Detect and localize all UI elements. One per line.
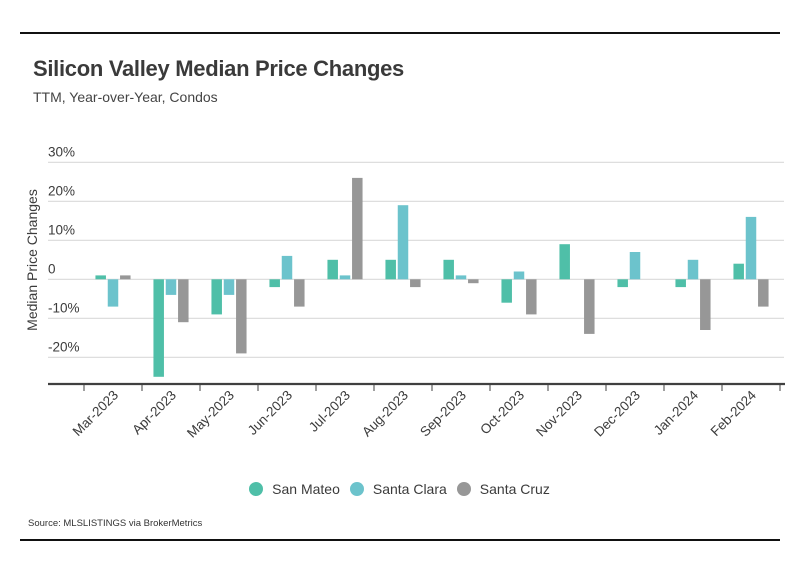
chart-title: Silicon Valley Median Price Changes [33, 56, 404, 81]
y-tick-label: 30% [48, 144, 75, 159]
legend-dot-icon [456, 482, 471, 496]
x-tick-label: May-2023 [184, 388, 237, 441]
legend-item-santa-cruz[interactable]: Santa Cruz [456, 481, 550, 497]
bar-san-mateo-dec-2023 [617, 279, 628, 288]
bar-san-mateo-jan-2024 [675, 279, 686, 288]
x-tick-label: Jul-2023 [306, 388, 353, 435]
bar-santa-clara-oct-2023 [513, 271, 525, 280]
bar-santa-cruz-jul-2023 [352, 177, 363, 280]
bar-santa-cruz-apr-2023 [178, 279, 189, 323]
legend: San Mateo Santa Clara Santa Cruz [0, 481, 799, 497]
bottom-rule [20, 539, 780, 541]
bar-santa-clara-mar-2023 [107, 279, 119, 307]
x-tick-label: Nov-2023 [533, 388, 585, 440]
y-axis-title: Median Price Changes [24, 189, 40, 331]
bar-santa-cruz-jan-2024 [700, 279, 711, 330]
top-rule [20, 32, 780, 34]
y-tick-label: -10% [48, 300, 80, 315]
bar-santa-clara-sep-2023 [455, 275, 467, 280]
bar-santa-cruz-sep-2023 [468, 279, 479, 284]
bar-santa-cruz-feb-2024 [758, 279, 769, 307]
x-tick-label: Dec-2023 [591, 388, 643, 440]
bar-san-mateo-oct-2023 [501, 279, 512, 303]
bar-santa-clara-apr-2023 [165, 279, 177, 295]
bar-san-mateo-aug-2023 [385, 259, 396, 280]
x-tick-label: Jun-2023 [245, 388, 295, 438]
y-tick-label: -20% [48, 339, 80, 354]
x-tick-label: Apr-2023 [129, 388, 179, 438]
legend-label: San Mateo [272, 481, 340, 497]
bar-san-mateo-feb-2024 [733, 263, 744, 280]
bar-santa-clara-jan-2024 [687, 259, 699, 280]
y-tick-label: 10% [48, 222, 75, 237]
source-note: Source: MLSLISTINGS via BrokerMetrics [28, 518, 203, 529]
chart-subtitle: TTM, Year-over-Year, Condos [33, 89, 218, 105]
x-tick-label: Feb-2024 [708, 387, 760, 439]
y-tick-label: 0 [48, 261, 56, 276]
x-tick-label: Mar-2023 [70, 388, 121, 439]
bar-santa-cruz-oct-2023 [526, 279, 537, 315]
bar-san-mateo-mar-2023 [95, 275, 106, 280]
bar-san-mateo-sep-2023 [443, 259, 454, 280]
bar-san-mateo-nov-2023 [559, 244, 570, 280]
legend-label: Santa Clara [372, 481, 447, 497]
x-tick-label: Aug-2023 [359, 388, 411, 440]
x-tick-label: Oct-2023 [477, 388, 527, 438]
bar-santa-cruz-may-2023 [236, 279, 247, 354]
bar-san-mateo-apr-2023 [153, 279, 164, 377]
bar-san-mateo-may-2023 [211, 279, 222, 315]
legend-dot-icon [349, 482, 364, 496]
x-tick-label: Jan-2024 [651, 387, 702, 438]
legend-dot-icon [249, 482, 264, 496]
y-axis-ticks: 30% 20% 10% 0 -10% -20% [48, 144, 80, 354]
x-axis: Mar-2023 Apr-2023 May-2023 Jun-2023 Jul-2023… [48, 382, 785, 441]
bar-santa-clara-jun-2023 [281, 255, 293, 280]
bar-santa-clara-aug-2023 [397, 205, 409, 280]
bars [95, 177, 769, 377]
bar-santa-clara-dec-2023 [629, 252, 641, 280]
bar-santa-clara-jul-2023 [339, 275, 351, 280]
bar-santa-cruz-aug-2023 [410, 279, 421, 288]
y-tick-label: 20% [48, 183, 75, 198]
legend-label: Santa Cruz [479, 481, 550, 497]
legend-item-san-mateo[interactable]: San Mateo [249, 481, 340, 497]
bar-san-mateo-jul-2023 [327, 259, 338, 280]
legend-item-santa-clara[interactable]: Santa Clara [349, 481, 447, 497]
bar-santa-clara-may-2023 [223, 279, 235, 295]
bar-santa-cruz-nov-2023 [584, 279, 595, 334]
bar-santa-clara-feb-2024 [745, 216, 757, 280]
bar-santa-cruz-mar-2023 [120, 275, 131, 280]
x-tick-label: Sep-2023 [417, 388, 469, 440]
bar-santa-cruz-jun-2023 [294, 279, 305, 307]
bar-san-mateo-jun-2023 [269, 279, 280, 288]
